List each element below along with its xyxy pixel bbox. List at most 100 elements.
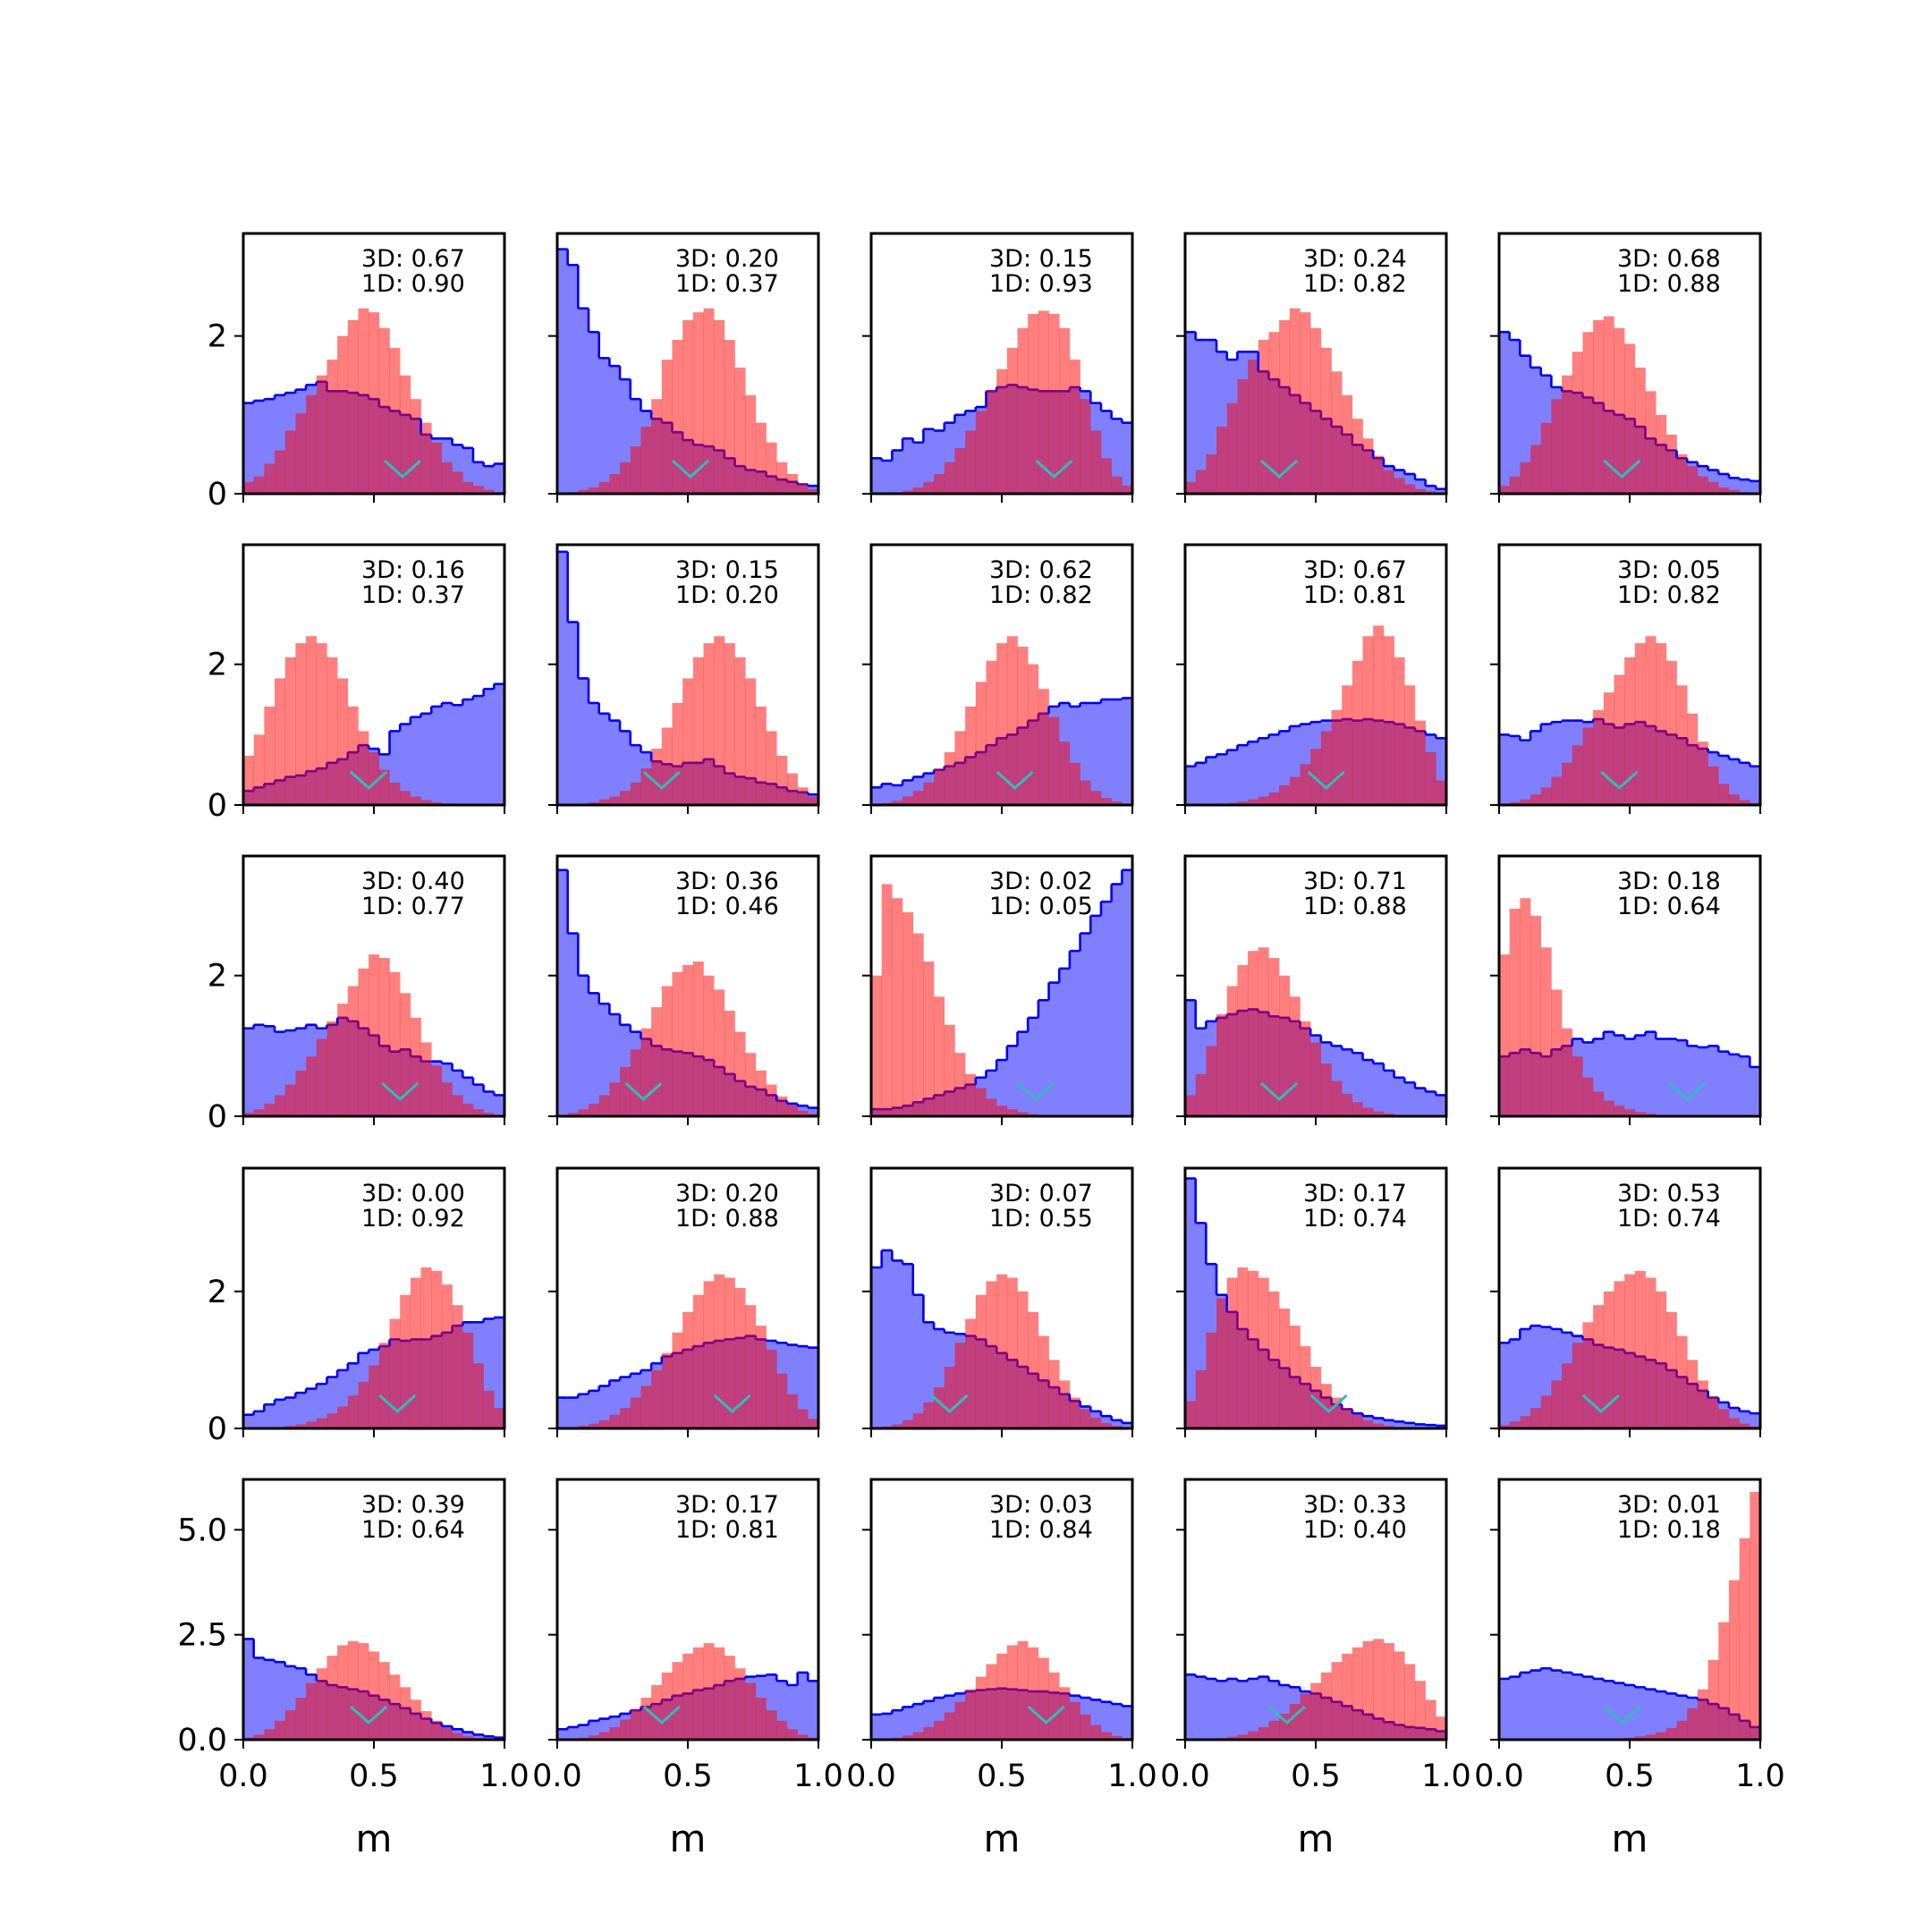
red-bar — [672, 1662, 683, 1740]
red-bar — [1520, 1416, 1531, 1428]
red-bar — [243, 1113, 254, 1116]
red-bar — [316, 1038, 327, 1116]
red-bar — [1634, 643, 1646, 805]
red-bar — [912, 933, 924, 1116]
red-bar — [472, 1109, 484, 1116]
label-1d: 1D: 0.77 — [361, 893, 465, 920]
red-bar — [306, 1056, 318, 1116]
red-bar — [1593, 1091, 1605, 1116]
red-bar — [734, 1031, 746, 1116]
plot-area — [1499, 636, 1760, 805]
red-bar — [1006, 347, 1018, 494]
red-bar — [1718, 1622, 1730, 1740]
red-bar — [1593, 1305, 1605, 1428]
red-bar — [1718, 1409, 1730, 1428]
y-tick-label: 0 — [208, 788, 227, 824]
red-bar — [1373, 625, 1385, 805]
marker-chevron — [1603, 1705, 1641, 1725]
red-bar — [589, 801, 600, 805]
red-bar — [1352, 660, 1363, 805]
red-bar — [441, 462, 453, 494]
red-bar — [1718, 784, 1730, 805]
red-bar — [620, 1408, 631, 1428]
red-bar — [589, 487, 600, 494]
red-bar — [1499, 486, 1510, 494]
red-bar — [400, 1294, 411, 1428]
red-bar — [275, 1095, 286, 1116]
red-bar — [1195, 470, 1207, 494]
red-bar — [1707, 481, 1719, 494]
red-bar — [462, 1332, 474, 1428]
red-bar — [326, 1413, 338, 1428]
plot-area — [557, 869, 818, 1116]
red-bar — [1268, 332, 1280, 494]
red-bar — [1059, 1380, 1071, 1428]
red-bar — [996, 643, 1008, 805]
red-bar — [1656, 1732, 1667, 1740]
red-bar — [692, 1647, 704, 1740]
red-bar — [295, 643, 307, 805]
red-bar — [1676, 1335, 1688, 1428]
red-bar — [902, 911, 914, 1116]
red-bar — [797, 1110, 809, 1116]
label-1d: 1D: 0.18 — [1617, 1516, 1721, 1544]
y-tick-label: 0.0 — [177, 1723, 227, 1758]
marker-chevron — [713, 1394, 751, 1414]
red-bar — [589, 1423, 600, 1428]
red-bar — [369, 752, 380, 805]
red-bar — [609, 1726, 621, 1740]
marker-chevron — [1309, 1394, 1348, 1414]
red-bar — [410, 399, 421, 494]
red-bar — [378, 1343, 390, 1428]
red-bar — [1551, 1380, 1563, 1428]
red-bar — [284, 1710, 296, 1740]
red-bar — [808, 488, 818, 494]
red-bar — [745, 678, 757, 805]
marker-chevron — [642, 770, 681, 791]
red-bar — [1248, 1270, 1259, 1428]
red-bar — [1048, 313, 1060, 494]
x-tick-label: 0.5 — [349, 1758, 399, 1794]
red-bar — [1331, 1080, 1343, 1116]
red-bar — [1530, 445, 1542, 494]
red-bar — [441, 1727, 453, 1740]
red-bar — [630, 1397, 641, 1428]
red-bar — [1258, 796, 1269, 805]
red-bar — [776, 755, 788, 805]
red-bar — [1289, 996, 1301, 1116]
red-bar — [745, 1682, 757, 1740]
marker-chevron — [1603, 459, 1641, 479]
red-bar — [420, 1267, 432, 1428]
red-bar — [1362, 1419, 1374, 1428]
red-bar — [1687, 1707, 1699, 1740]
red-bar — [1195, 1073, 1207, 1116]
red-bar — [1080, 780, 1091, 805]
red-bar — [253, 1734, 265, 1740]
red-bar — [483, 1390, 495, 1428]
red-bar — [1572, 352, 1583, 494]
plot-area — [243, 308, 504, 494]
red-bar — [1697, 476, 1708, 494]
red-bar — [316, 1418, 327, 1428]
red-bar — [1509, 908, 1521, 1116]
red-bar — [776, 1720, 788, 1740]
x-tick-label: 0.0 — [1474, 1758, 1524, 1794]
red-bar — [1614, 674, 1625, 805]
plot-area — [557, 1643, 818, 1740]
red-bar — [1206, 1332, 1217, 1428]
red-bar — [1509, 801, 1521, 805]
red-bar — [369, 312, 380, 494]
red-bar — [462, 1736, 474, 1740]
red-bar — [1080, 1714, 1091, 1740]
red-bar — [1017, 647, 1029, 805]
red-bar — [755, 1070, 767, 1116]
red-bar — [1373, 1639, 1385, 1740]
red-bar — [808, 1113, 818, 1116]
y-tick-label: 0 — [208, 1411, 227, 1447]
red-bar — [389, 1674, 401, 1740]
red-bar — [462, 1103, 474, 1116]
